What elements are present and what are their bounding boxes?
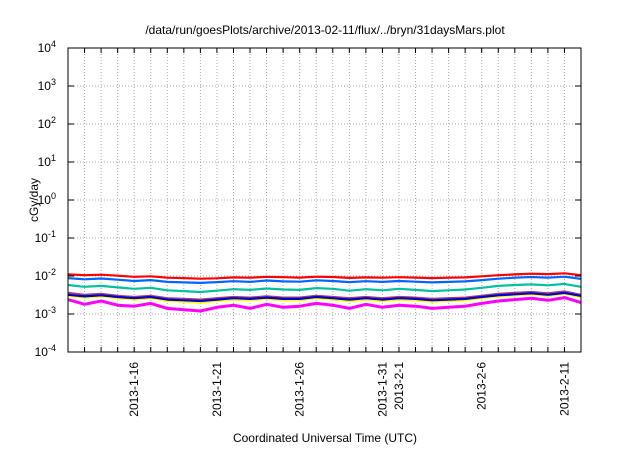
x-tick-label: 2013-1-21 <box>210 362 224 417</box>
x-axis-label: Coordinated Universal Time (UTC) <box>233 431 417 445</box>
x-tick-label: 2013-1-16 <box>127 362 141 417</box>
series-line-purple <box>67 290 582 301</box>
series-line-yellow <box>67 292 582 304</box>
y-tick-label: 100 <box>38 191 56 207</box>
y-tick-label: 104 <box>38 39 56 55</box>
series-line-dark-blue <box>67 291 582 303</box>
series-group <box>67 272 582 313</box>
x-tick-label: 2013-1-31 <box>375 362 389 417</box>
y-tick-label: 10-4 <box>35 343 56 359</box>
series-line-red <box>67 272 582 280</box>
x-tick-label: 2013-2-1 <box>392 362 406 410</box>
plot-frame <box>67 47 582 353</box>
y-tick-label: 10-3 <box>35 305 56 321</box>
x-tick-label: 2013-2-6 <box>475 362 489 410</box>
series-line-blue <box>67 275 582 284</box>
chart-title: /data/run/goesPlots/archive/2013-02-11/f… <box>145 23 505 37</box>
series-line-magenta <box>67 296 582 313</box>
y-tick-label: 101 <box>38 153 56 169</box>
grid <box>68 48 581 352</box>
series-line-teal <box>67 282 582 294</box>
x-axis: 2013-1-16 2013-1-21 2013-1-26 2013-1-31 2013… <box>84 48 571 417</box>
y-tick-label: 103 <box>38 77 56 93</box>
x-tick-label: 2013-2-11 <box>557 362 571 416</box>
y-axis: 104 103 102 101 100 10-1 10-2 10-3 10-4 <box>35 39 581 359</box>
y-tick-label: 102 <box>38 115 56 131</box>
y-tick-label: 10-2 <box>35 267 56 283</box>
y-axis-label: cGy/day <box>27 178 41 222</box>
x-tick-label: 2013-1-26 <box>293 362 307 417</box>
y-tick-label: 10-1 <box>35 229 56 245</box>
